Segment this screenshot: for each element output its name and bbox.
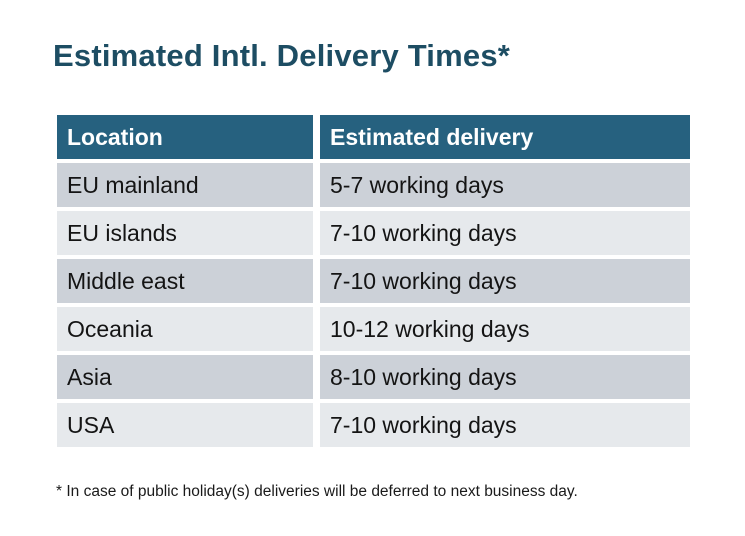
page-title: Estimated Intl. Delivery Times*	[53, 38, 511, 73]
delivery-table: Location Estimated delivery EU mainland …	[57, 115, 690, 447]
cell-location-asia: Asia	[57, 355, 313, 399]
cell-delivery-usa: 7-10 working days	[320, 403, 690, 447]
cell-location-usa: USA	[57, 403, 313, 447]
cell-delivery-eu-islands: 7-10 working days	[320, 211, 690, 255]
cell-delivery-oceania: 10-12 working days	[320, 307, 690, 351]
header-cell-location: Location	[57, 115, 313, 159]
cell-delivery-asia: 8-10 working days	[320, 355, 690, 399]
cell-delivery-eu-mainland: 5-7 working days	[320, 163, 690, 207]
header-cell-delivery: Estimated delivery	[320, 115, 690, 159]
cell-delivery-middle-east: 7-10 working days	[320, 259, 690, 303]
cell-location-middle-east: Middle east	[57, 259, 313, 303]
cell-location-eu-islands: EU islands	[57, 211, 313, 255]
cell-location-oceania: Oceania	[57, 307, 313, 351]
footnote: * In case of public holiday(s) deliverie…	[56, 483, 578, 500]
cell-location-eu-mainland: EU mainland	[57, 163, 313, 207]
